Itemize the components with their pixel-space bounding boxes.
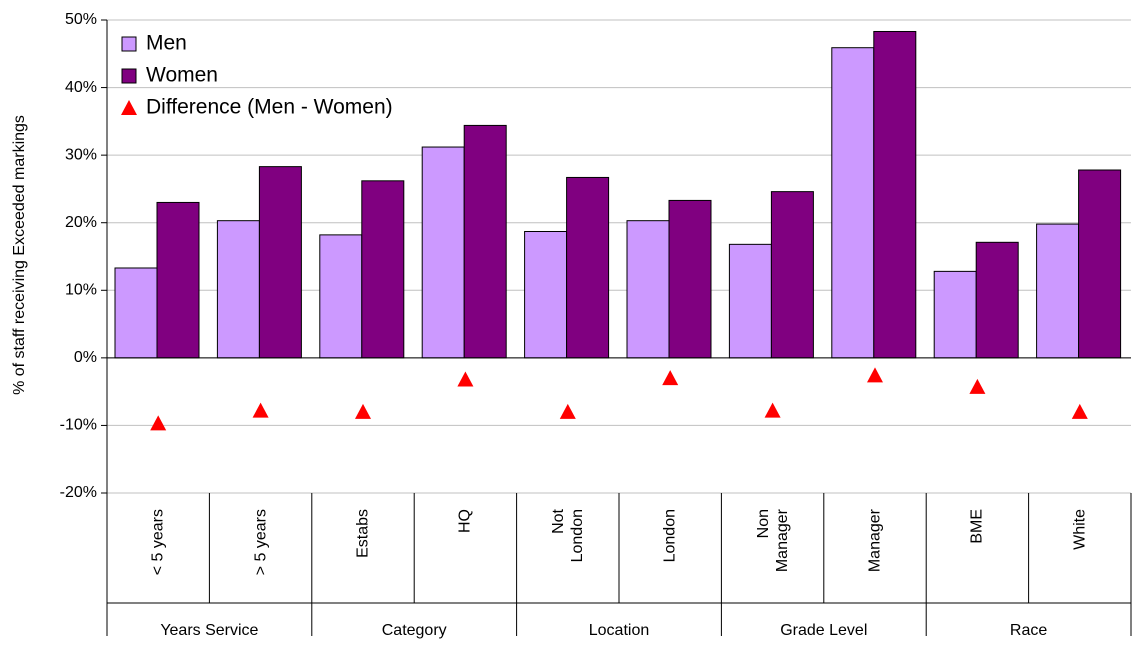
bar	[975, 241, 1019, 359]
bar	[1036, 223, 1080, 359]
group-label: Grade Level	[780, 622, 867, 639]
bar	[258, 166, 302, 359]
bar	[728, 243, 772, 359]
difference-marker	[867, 367, 883, 383]
x-tick-label: < 5 years	[149, 509, 167, 576]
bar	[831, 47, 875, 359]
bar	[873, 30, 917, 359]
bar	[770, 191, 814, 359]
bar	[361, 180, 405, 359]
bar	[1078, 169, 1122, 359]
group-label: Race	[1010, 622, 1047, 639]
x-tick-label: HQ	[456, 509, 474, 533]
x-tick-label: Non Manager	[754, 509, 791, 573]
bar	[114, 267, 158, 359]
y-tick-label: 10%	[65, 282, 97, 299]
y-tick-label: -20%	[60, 484, 97, 501]
x-tick-label: White	[1071, 509, 1089, 550]
bar	[463, 124, 507, 359]
legend-label: Women	[146, 64, 218, 87]
group-label: Category	[382, 622, 447, 639]
legend-marker	[121, 100, 137, 115]
bar	[626, 220, 670, 359]
y-tick-label: 50%	[65, 11, 97, 28]
bar	[156, 201, 200, 359]
x-tick-label: Manager	[866, 509, 884, 573]
legend-marker	[121, 68, 137, 84]
group-label: Years Service	[160, 622, 258, 639]
bar	[216, 220, 260, 359]
difference-marker	[1071, 403, 1088, 419]
x-tick-label: BME	[968, 509, 986, 544]
x-tick-label: > 5 years	[252, 509, 270, 576]
bar	[668, 199, 712, 359]
difference-marker	[457, 371, 474, 387]
bar	[421, 146, 465, 359]
bar	[319, 234, 363, 359]
difference-marker	[662, 370, 679, 386]
y-tick-label: 40%	[65, 79, 97, 96]
difference-marker	[764, 402, 781, 418]
group-label: Location	[589, 622, 650, 639]
y-axis-label: % of staff receiving Exceeded markings	[11, 115, 28, 395]
bar	[524, 230, 568, 359]
difference-marker	[559, 403, 576, 419]
x-tick-label: London	[661, 509, 679, 563]
y-tick-label: -10%	[60, 417, 97, 434]
y-tick-label: 20%	[65, 214, 97, 231]
difference-marker	[969, 378, 986, 394]
x-tick-label: Not London	[549, 509, 586, 563]
legend-marker	[121, 36, 137, 52]
x-tick-label: Estabs	[354, 509, 372, 558]
bar	[933, 270, 977, 359]
difference-marker	[252, 402, 269, 418]
y-tick-label: 0%	[74, 349, 97, 366]
legend-label: Difference (Men - Women)	[146, 96, 393, 119]
bar	[566, 176, 610, 359]
legend-label: Men	[146, 32, 187, 55]
difference-marker	[355, 403, 371, 419]
difference-marker	[150, 415, 167, 431]
y-tick-label: 30%	[65, 146, 97, 163]
